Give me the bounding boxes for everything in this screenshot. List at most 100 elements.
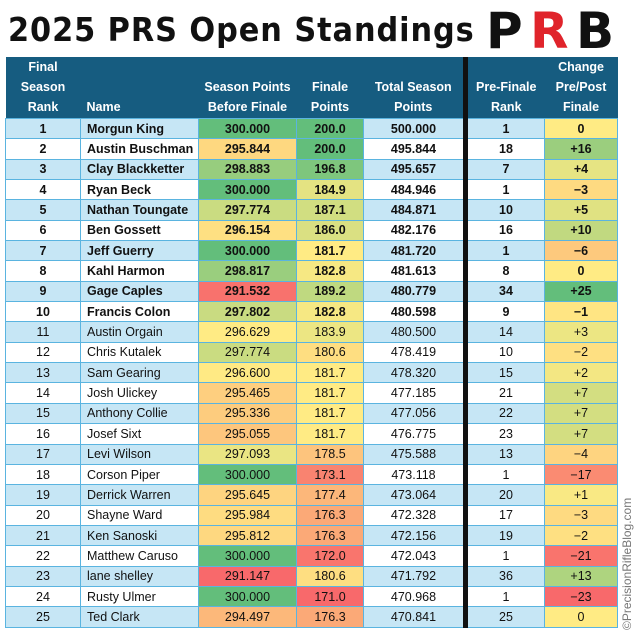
header-line: Pre/Post: [555, 80, 607, 94]
col-final-rank-cell: 17: [5, 443, 81, 465]
col-finale-points-cell: 180.6: [296, 565, 364, 587]
table-row: 18 Corson Piper 300.000 173.1 473.118 1 −17: [5, 463, 618, 486]
header-line: Name: [86, 100, 121, 114]
col-name-cell: Chris Kutalek: [80, 341, 199, 364]
col-name-cell: Jeff Guerry: [80, 240, 199, 262]
header-line: Finale: [562, 100, 600, 114]
table-row: 14 Josh Ulickey 295.465 181.7 477.185 21 +7: [5, 382, 618, 404]
col-finale-points-cell: 189.2: [296, 280, 364, 303]
col-final-rank-cell: 9: [5, 280, 81, 303]
col-total-points-cell: 477.185: [363, 382, 466, 404]
col-pre-finale-rank-cell: 10: [463, 341, 545, 364]
col-name-cell: Gage Caples: [80, 280, 199, 303]
col-total-points-cell: 472.156: [363, 524, 466, 547]
col-name-cell: Clay Blackketter: [80, 158, 199, 181]
header-line: Season: [20, 80, 66, 94]
col-season-points-cell: 295.336: [198, 402, 297, 425]
col-finale-points-cell: 181.7: [296, 423, 364, 445]
col-total-points-cell: 473.118: [363, 463, 466, 486]
col-total-points-cell: 478.320: [363, 362, 466, 384]
col-final-rank-cell: 7: [5, 240, 81, 262]
col-finale-points-cell: 181.7: [296, 402, 364, 425]
col-change-cell: +4: [544, 158, 618, 181]
col-pre-finale-rank-cell: 1: [463, 117, 545, 140]
col-season-points-cell: 300.000: [198, 240, 297, 262]
col-pre-finale-rank-cell: 1: [463, 585, 545, 608]
col-final-rank-cell: 1: [5, 117, 81, 140]
col-name-cell: Nathan Toungate: [80, 199, 199, 221]
col-finale-points-cell: 180.6: [296, 341, 364, 364]
col-pre-finale-rank-cell: 10: [463, 199, 545, 221]
col-pre-finale-rank-cell: 1: [463, 463, 545, 486]
header-line: Points: [394, 100, 433, 114]
col-change-cell: +1: [544, 484, 618, 506]
col-season-points-cell: 296.600: [198, 362, 297, 384]
col-pre-finale-rank-cell: 18: [463, 138, 545, 160]
table-row: 15 Anthony Collie 295.336 181.7 477.056 22 +7: [5, 402, 618, 425]
table-row: 11 Austin Orgain 296.629 183.9 480.500 14 +3: [5, 321, 618, 343]
col-final-rank-cell: 5: [5, 199, 81, 221]
col-finale-points-cell: 171.0: [296, 585, 364, 608]
header-line: Finale: [311, 80, 349, 94]
table-row: 17 Levi Wilson 297.093 178.5 475.588 13 −4: [5, 443, 618, 465]
header-line: [364, 57, 464, 77]
header-line: Rank: [27, 100, 59, 114]
header-line: [87, 77, 199, 97]
table-row: 21 Ken Sanoski 295.812 176.3 472.156 19 −2: [5, 524, 618, 547]
col-name-cell: Sam Gearing: [80, 362, 199, 384]
col-finale-points-cell: 200.0: [296, 138, 364, 160]
col-total-points-cell: 472.043: [363, 545, 466, 567]
table-row: 20 Shayne Ward 295.984 176.3 472.328 17 −3: [5, 504, 618, 526]
col-total-points-cell: 472.328: [363, 504, 466, 526]
table-row: 2 Austin Buschman 295.844 200.0 495.844 18 +16: [5, 138, 618, 160]
col-change-cell: +25: [544, 280, 618, 303]
table-row: 16 Josef Sixt 295.055 181.7 476.775 23 +7: [5, 423, 618, 445]
col-finale-points-cell: 178.5: [296, 443, 364, 465]
col-change-cell: +16: [544, 138, 618, 160]
col-season-points-cell: 295.844: [198, 138, 297, 160]
col-season-points-cell: 297.093: [198, 443, 297, 465]
col-pre-finale-rank-cell: 21: [463, 382, 545, 404]
col-season-points-cell: 296.154: [198, 219, 297, 242]
col-finale-points-cell: 182.8: [296, 301, 364, 323]
col-total-points-header: Total Season Points: [363, 57, 466, 119]
header-line: [468, 57, 545, 77]
col-pre-finale-rank-cell: 25: [463, 606, 545, 628]
col-final-rank-cell: 14: [5, 382, 81, 404]
col-pre-finale-rank-cell: 19: [463, 524, 545, 547]
col-name-cell: Shayne Ward: [80, 504, 199, 526]
col-finale-points-cell: 176.3: [296, 524, 364, 547]
col-finale-points-cell: 176.3: [296, 504, 364, 526]
col-change-cell: −23: [544, 585, 618, 608]
col-total-points-cell: 484.871: [363, 199, 466, 221]
table-row: 3 Clay Blackketter 298.883 196.8 495.657 7 +4: [5, 158, 618, 181]
col-change-cell: +3: [544, 321, 618, 343]
col-change-cell: −3: [544, 179, 618, 201]
col-name-cell: Corson Piper: [80, 463, 199, 486]
col-final-rank-cell: 22: [5, 545, 81, 567]
col-season-points-cell: 291.532: [198, 280, 297, 303]
col-total-points-cell: 481.613: [363, 260, 466, 282]
col-total-points-cell: 495.844: [363, 138, 466, 160]
header-line: Before Finale: [207, 100, 288, 114]
col-change-cell: −3: [544, 504, 618, 526]
col-name-cell: Morgun King: [80, 117, 199, 140]
col-season-points-cell: 295.984: [198, 504, 297, 526]
header-line: Final: [28, 60, 58, 74]
col-change-cell: −6: [544, 240, 618, 262]
table-row: 25 Ted Clark 294.497 176.3 470.841 25 0: [5, 606, 618, 628]
col-pre-finale-rank-cell: 13: [463, 443, 545, 465]
col-final-rank-cell: 12: [5, 341, 81, 364]
col-total-points-cell: 480.598: [363, 301, 466, 323]
table-row: 8 Kahl Harmon 298.817 182.8 481.613 8 0: [5, 260, 618, 282]
col-season-points-cell: 300.000: [198, 545, 297, 567]
col-pre-finale-rank-cell: 1: [463, 240, 545, 262]
col-season-points-cell: 295.465: [198, 382, 297, 404]
col-final-rank-cell: 6: [5, 219, 81, 242]
col-final-rank-cell: 21: [5, 524, 81, 547]
col-name-cell: Levi Wilson: [80, 443, 199, 465]
col-pre-finale-rank-header: Pre-Finale Rank: [463, 57, 545, 119]
col-total-points-cell: 495.657: [363, 158, 466, 181]
col-total-points-cell: 500.000: [363, 117, 466, 140]
col-finale-points-cell: 173.1: [296, 463, 364, 486]
